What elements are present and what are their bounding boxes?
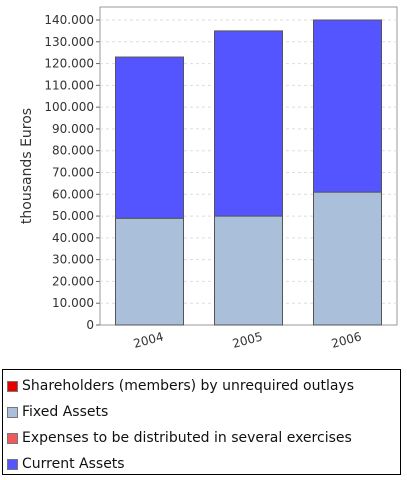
legend-swatch bbox=[7, 380, 18, 392]
y-tick-label: 120.000 bbox=[44, 57, 94, 71]
legend-label: Current Assets bbox=[22, 456, 125, 472]
legend-label: Expenses to be distributed in several ex… bbox=[22, 430, 352, 446]
y-tick-label: 100.000 bbox=[44, 100, 94, 114]
y-axis-label: thousands Euros bbox=[19, 108, 35, 224]
x-tick-label: 2005 bbox=[231, 329, 264, 350]
legend-item: Expenses to be distributed in several ex… bbox=[7, 425, 400, 451]
legend: Shareholders (members) by unrequired out… bbox=[2, 369, 401, 475]
y-tick-label: 130.000 bbox=[44, 35, 94, 49]
legend-label: Fixed Assets bbox=[22, 404, 109, 420]
y-tick-label: 20.000 bbox=[52, 274, 94, 288]
y-tick-label: 50.000 bbox=[52, 209, 94, 223]
y-tick-label: 30.000 bbox=[52, 253, 94, 267]
bar-fixed-assets-2004 bbox=[115, 217, 184, 326]
bar-fixed-assets-2005 bbox=[214, 215, 283, 326]
y-tick-label: 40.000 bbox=[52, 231, 94, 245]
x-axis-ticks: 2004 2005 2006 bbox=[132, 329, 363, 350]
stacked-bar-chart: 0 10.000 20.000 30.000 40.000 50.000 60.000 70.… bbox=[19, 6, 398, 351]
y-tick-label: 90.000 bbox=[52, 122, 94, 136]
legend-swatch bbox=[7, 432, 18, 444]
x-tick-label: 2004 bbox=[132, 329, 165, 350]
legend-swatch bbox=[7, 458, 18, 470]
bars bbox=[115, 19, 382, 326]
legend-item: Shareholders (members) by unrequired out… bbox=[7, 373, 400, 399]
legend-swatch bbox=[7, 406, 18, 418]
y-tick-label: 140.000 bbox=[44, 13, 94, 27]
y-tick-label: 80.000 bbox=[52, 144, 94, 158]
bar-current-assets-2005 bbox=[214, 30, 283, 217]
bar-current-assets-2004 bbox=[115, 56, 184, 219]
bar-fixed-assets-2006 bbox=[313, 191, 382, 326]
legend-label: Shareholders (members) by unrequired out… bbox=[22, 378, 354, 394]
y-tick-label: 70.000 bbox=[52, 166, 94, 180]
y-tick-label: 60.000 bbox=[52, 187, 94, 201]
y-tick-label: 10.000 bbox=[52, 296, 94, 310]
y-tick-label: 0 bbox=[86, 318, 94, 332]
bar-current-assets-2006 bbox=[313, 19, 382, 193]
legend-item: Fixed Assets bbox=[7, 399, 400, 425]
y-axis-ticks: 0 10.000 20.000 30.000 40.000 50.000 60.000 70.… bbox=[44, 13, 100, 332]
legend-item: Current Assets bbox=[7, 451, 400, 477]
y-tick-label: 110.000 bbox=[44, 78, 94, 92]
x-tick-label: 2006 bbox=[330, 329, 363, 350]
